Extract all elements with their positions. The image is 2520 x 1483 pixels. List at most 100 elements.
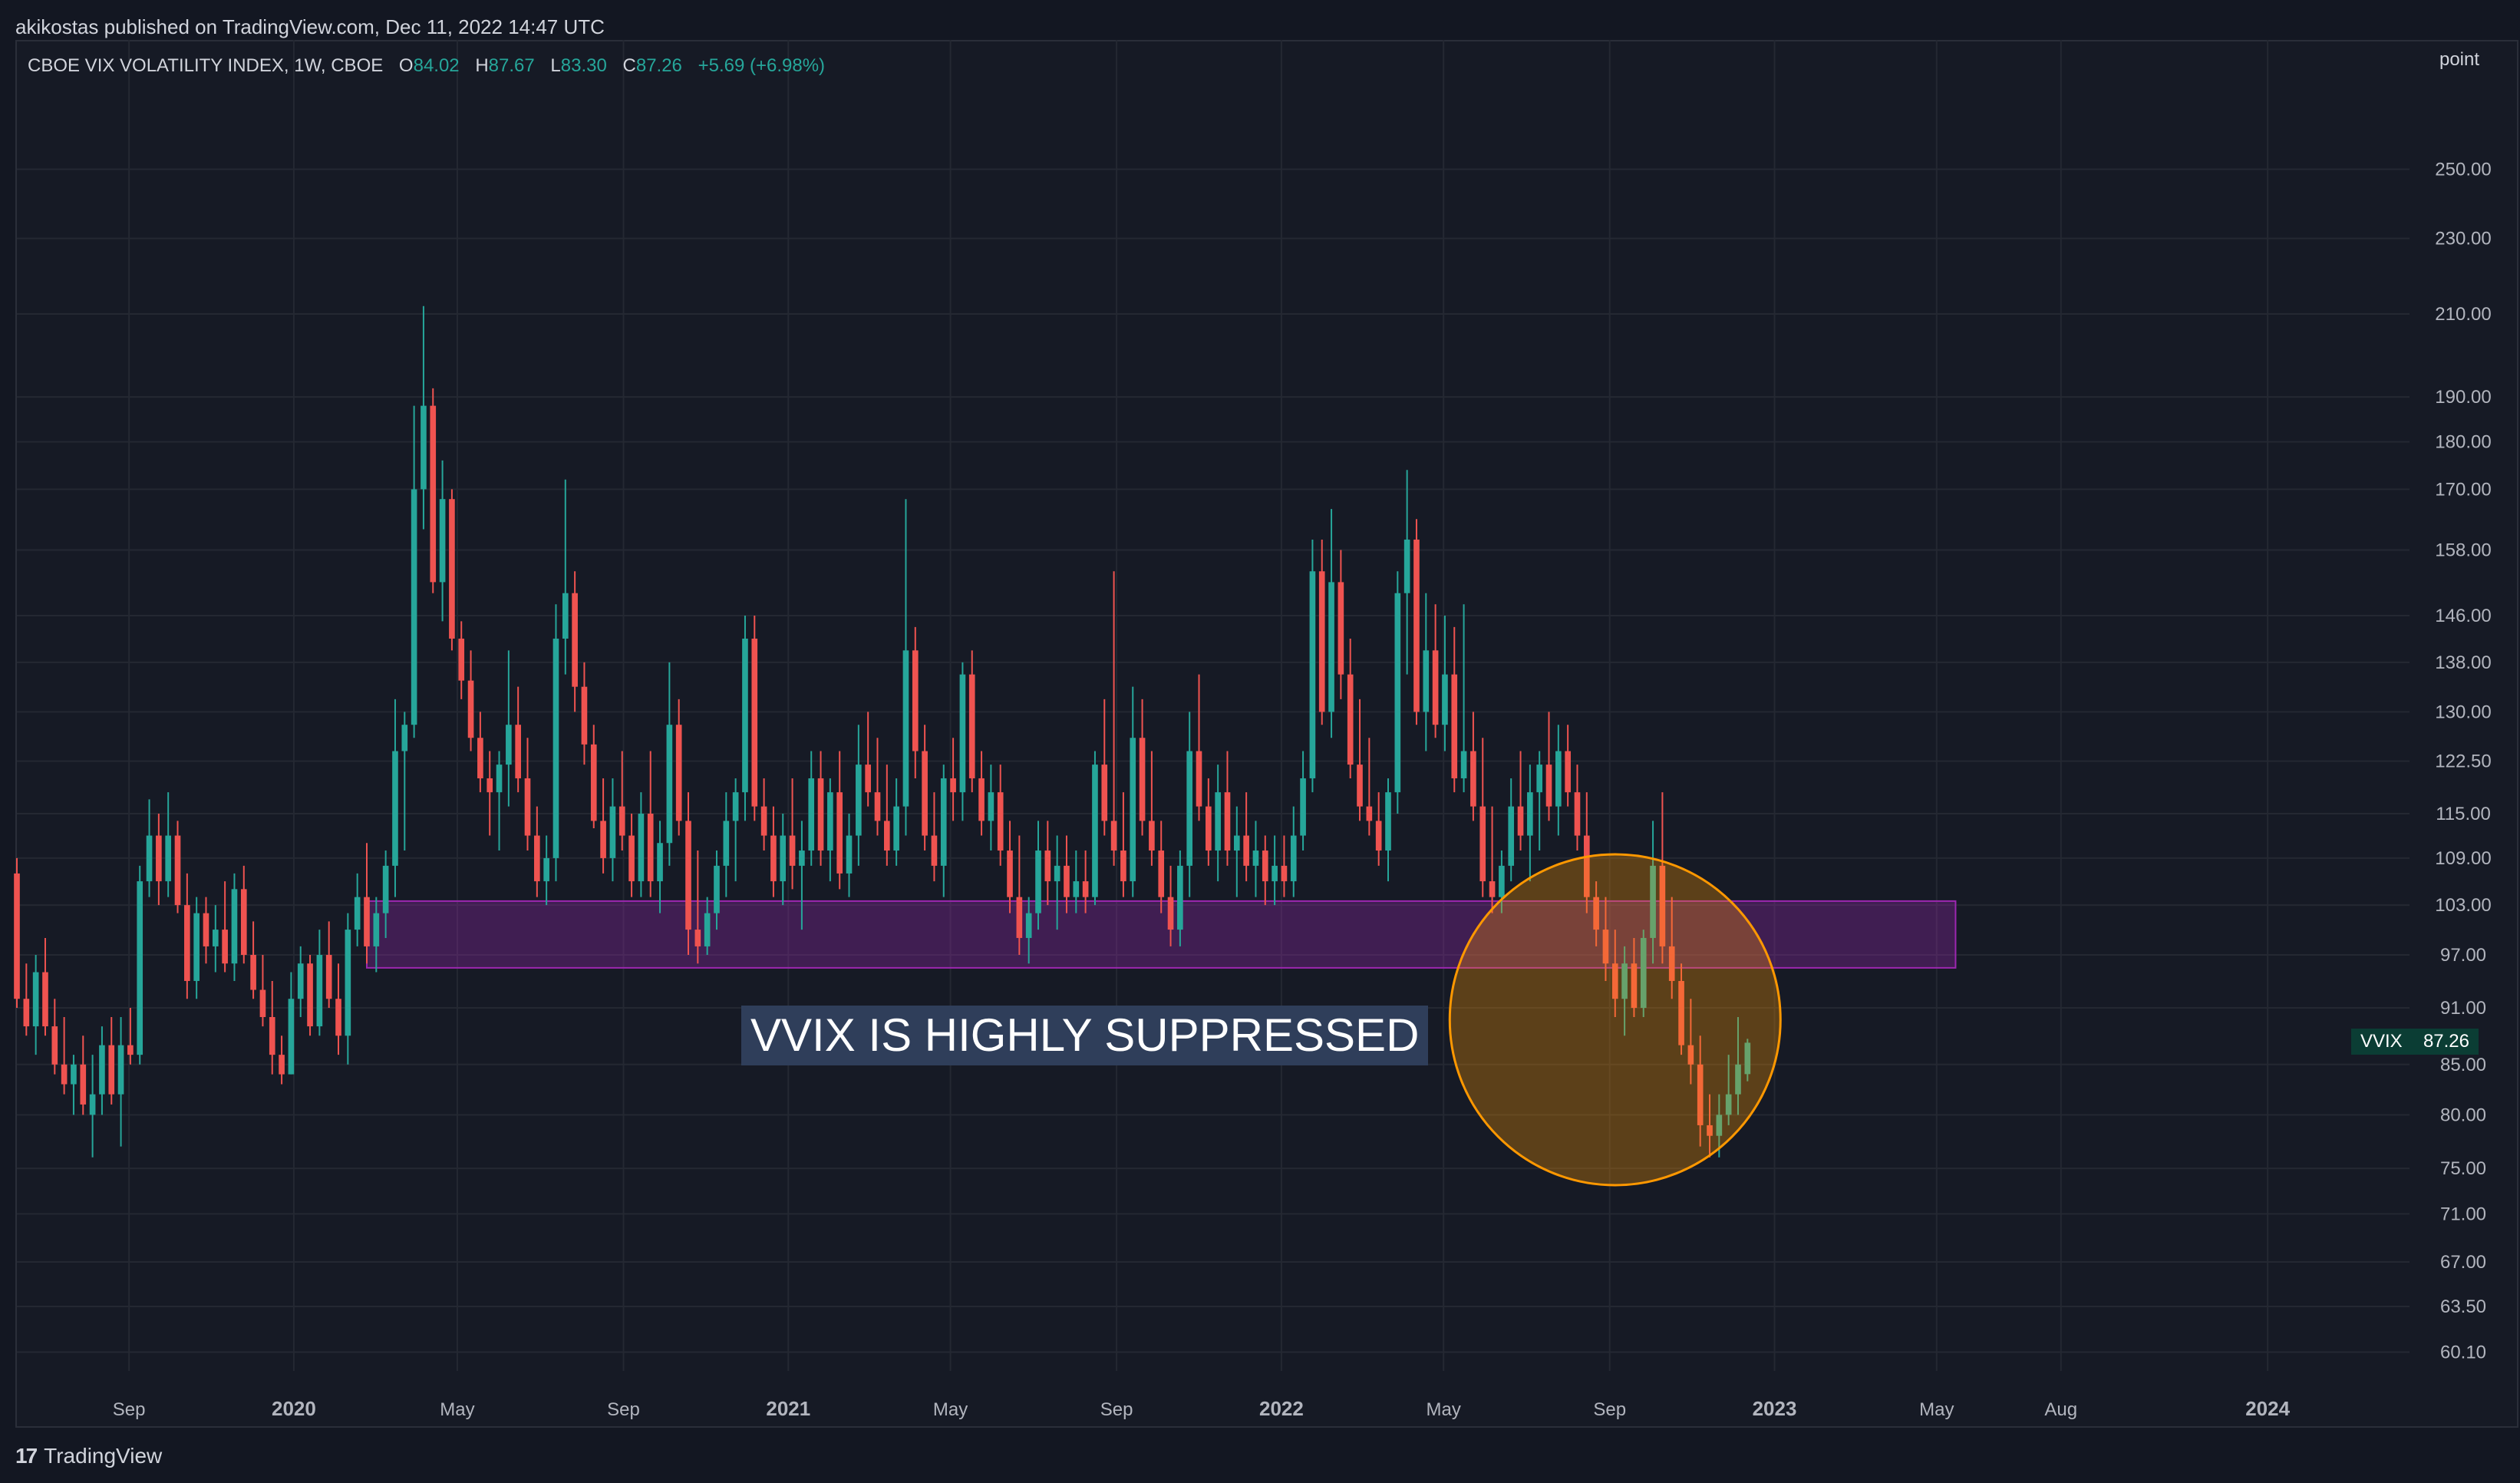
candle-body <box>1082 881 1089 897</box>
candle-down <box>1413 519 1420 725</box>
candle-body <box>524 778 531 836</box>
candle-down <box>80 1035 87 1115</box>
time-tick-label: Sep <box>1100 1399 1133 1420</box>
candle-body <box>89 1094 96 1115</box>
candle-body <box>562 593 569 639</box>
candle-up <box>959 662 966 821</box>
candle-down <box>325 921 332 1009</box>
candle-body <box>732 792 739 821</box>
candle-body <box>902 650 909 807</box>
chart-pane[interactable] <box>15 40 2518 1428</box>
candle-body <box>638 813 645 882</box>
candle-down <box>364 843 370 964</box>
close-label: C <box>622 55 636 76</box>
low-value: 83.30 <box>560 55 607 76</box>
symbol-title[interactable]: CBOE VIX VOLATILITY INDEX, 1W, CBOE <box>28 55 384 76</box>
candle-down <box>1583 792 1590 913</box>
candle-up <box>1640 930 1647 1017</box>
candle-up <box>562 479 569 675</box>
candle-body <box>430 405 437 583</box>
candle-body <box>931 835 938 866</box>
candle-body <box>1451 674 1458 778</box>
symbol-legend[interactable]: CBOE VIX VOLATILITY INDEX, 1W, CBOE O84.… <box>28 55 825 77</box>
candle-down <box>931 792 938 882</box>
candle-up <box>165 792 172 897</box>
published-text: akikostas published on TradingView.com, … <box>15 15 605 38</box>
candle-body <box>912 650 919 751</box>
price-axis: 250.00 230.00 210.00 190.00 180.00 170.00 158.… <box>2435 159 2491 1362</box>
candle-body <box>515 725 521 778</box>
change-value: +5.69 (+6.98%) <box>698 55 826 76</box>
candle-body <box>487 778 493 793</box>
time-tick-label: 2022 <box>1259 1397 1304 1420</box>
candle-up <box>193 897 200 999</box>
candle-down <box>628 813 635 897</box>
candle-down <box>1064 835 1070 913</box>
candle-down <box>922 725 928 851</box>
price-tick-label: 97.00 <box>2440 945 2486 966</box>
candle-body <box>1621 963 1628 999</box>
candle-down <box>874 738 881 836</box>
candle-up <box>543 835 549 906</box>
candle-body <box>212 930 219 946</box>
candle-body <box>193 913 200 981</box>
candle-down <box>789 778 796 890</box>
candle-down <box>23 963 30 1036</box>
candle-body <box>1130 738 1136 882</box>
candle-body <box>80 1064 87 1105</box>
candle-down <box>751 615 758 821</box>
candle-down <box>685 792 691 956</box>
candle-body <box>552 638 559 858</box>
candle-body <box>146 835 153 882</box>
candle-down <box>1479 738 1486 897</box>
candle-body <box>1583 835 1590 897</box>
candle-up <box>1035 821 1041 930</box>
candle-up <box>354 873 361 946</box>
candle-body <box>1593 897 1599 930</box>
candle-down <box>1489 806 1496 913</box>
candle-up <box>704 897 711 956</box>
candle-body <box>1073 881 1080 897</box>
time-tick-label: 2023 <box>1753 1397 1797 1420</box>
candle-down <box>1357 699 1363 821</box>
price-tick-label: 75.00 <box>2440 1158 2486 1179</box>
candle-body <box>222 930 228 964</box>
candle-down <box>61 1016 68 1095</box>
annotation-text-box[interactable]: VVIX IS HIGHLY SUPPRESSED <box>741 1006 1429 1065</box>
candle-down <box>590 725 597 828</box>
candle-body <box>1177 865 1183 930</box>
candle-up <box>808 751 815 866</box>
candle-up <box>1385 778 1391 882</box>
candle-down <box>950 738 956 821</box>
candle-up <box>137 865 143 1065</box>
candle-up <box>1073 850 1080 913</box>
candle-body <box>657 843 663 882</box>
candle-body <box>401 725 408 751</box>
candle-body <box>506 725 512 765</box>
candle-up <box>1735 1016 1741 1115</box>
candle-body <box>184 905 190 981</box>
candle-body <box>846 835 853 874</box>
price-tick-label: 250.00 <box>2435 159 2491 180</box>
candle-down <box>1281 835 1288 897</box>
candle-down <box>817 751 824 866</box>
candle-body <box>978 778 985 821</box>
open-value: 84.02 <box>413 55 460 76</box>
candle-body <box>354 897 361 930</box>
candle-down <box>1678 963 1684 1055</box>
candle-body <box>799 850 805 866</box>
candle-down <box>1139 699 1146 836</box>
price-tick-label: 85.00 <box>2440 1055 2486 1075</box>
candle-down <box>203 897 209 964</box>
candle-up <box>856 725 862 866</box>
candle-body <box>675 725 682 821</box>
candle-body <box>609 806 616 858</box>
candle-body <box>1186 751 1193 866</box>
price-tick-label: 146.00 <box>2435 606 2491 626</box>
candle-body <box>127 1045 134 1055</box>
tradingview-logo-icon[interactable]: 17 <box>15 1444 38 1468</box>
brand-name[interactable]: TradingView <box>44 1444 163 1468</box>
candle-up <box>496 751 503 851</box>
candle-up <box>439 460 446 622</box>
